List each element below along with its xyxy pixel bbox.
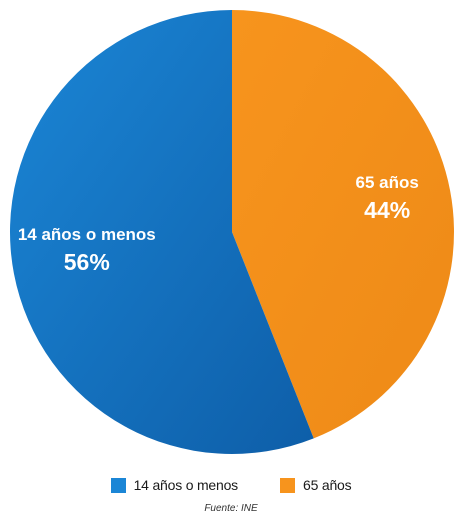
source-note: Fuente: INE bbox=[204, 503, 258, 514]
pie-chart: 65 años 44% 14 años o menos 56% bbox=[10, 10, 455, 454]
slice-value-65-anos: 44% bbox=[364, 197, 410, 223]
legend-item-65-anos: 65 años bbox=[280, 477, 352, 493]
legend: 14 años o menos 65 años bbox=[0, 472, 462, 498]
pie-slice-14-anos-o-menos bbox=[10, 10, 314, 454]
legend-label-65-anos: 65 años bbox=[303, 477, 352, 493]
pie-chart-svg: 65 años 44% 14 años o menos 56% bbox=[10, 10, 455, 454]
legend-label-14-anos-o-menos: 14 años o menos bbox=[133, 477, 239, 493]
slice-label-65-anos: 65 años bbox=[356, 173, 419, 192]
slice-label-14-anos-o-menos: 14 años o menos bbox=[18, 225, 156, 244]
pie-slice-65-anos bbox=[232, 10, 455, 439]
legend-item-14-anos-o-menos: 14 años o menos bbox=[110, 477, 239, 493]
slice-value-14-anos-o-menos: 56% bbox=[64, 249, 110, 275]
legend-swatch-14-anos-o-menos bbox=[110, 477, 126, 493]
legend-swatch-65-anos bbox=[280, 477, 295, 493]
